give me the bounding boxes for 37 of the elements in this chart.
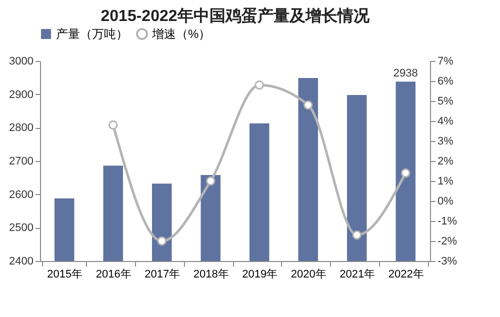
x-tick-label: 2018年 — [193, 268, 229, 280]
y2-tick-label: 3% — [438, 136, 454, 148]
y2-tick-label: 1% — [438, 176, 454, 188]
point — [206, 176, 216, 186]
y-tick-label: 2600 — [9, 188, 34, 201]
y2-tick-label: 4% — [438, 116, 454, 128]
point — [401, 168, 410, 178]
x-tick-label: 2021年 — [340, 268, 376, 280]
x-tick-label: 2017年 — [144, 268, 180, 280]
y2-tick-label: 5% — [438, 96, 454, 108]
x-tick-label: 2022年 — [388, 268, 424, 280]
x-tick-label: 2016年 — [96, 268, 132, 280]
y-tick-label: 2400 — [9, 256, 34, 268]
point — [254, 80, 264, 90]
y2-tick-label: 0% — [438, 196, 454, 208]
point — [352, 230, 362, 240]
y2-tick-label: 2% — [438, 156, 454, 168]
y2-tick-label: 7% — [438, 56, 454, 68]
y2-tick-label: 6% — [438, 76, 454, 88]
legend-label: 增速（%） — [151, 27, 211, 41]
chart-title: 2015-2022年中国鸡蛋产量及增长情况 — [100, 7, 370, 25]
data-label: 2938 — [393, 68, 418, 80]
y-tick-label: 3000 — [9, 56, 34, 68]
point — [108, 120, 118, 130]
y2-tick-label: -2% — [438, 236, 458, 248]
x-tick-label: 2019年 — [242, 268, 278, 280]
y-tick-label: 2700 — [9, 156, 34, 168]
x-tick-label: 2020年 — [290, 268, 326, 280]
point — [157, 236, 166, 246]
legend-label: 产量（万吨） — [56, 27, 128, 41]
y-tick-label: 2800 — [9, 122, 34, 134]
y-tick-label: 2500 — [9, 222, 34, 234]
point — [304, 100, 313, 110]
y2-tick-label: -1% — [438, 216, 458, 228]
y2-tick-label: -3% — [438, 256, 458, 268]
y-tick-label: 2900 — [9, 88, 34, 101]
x-tick-label: 2015年 — [47, 268, 83, 280]
